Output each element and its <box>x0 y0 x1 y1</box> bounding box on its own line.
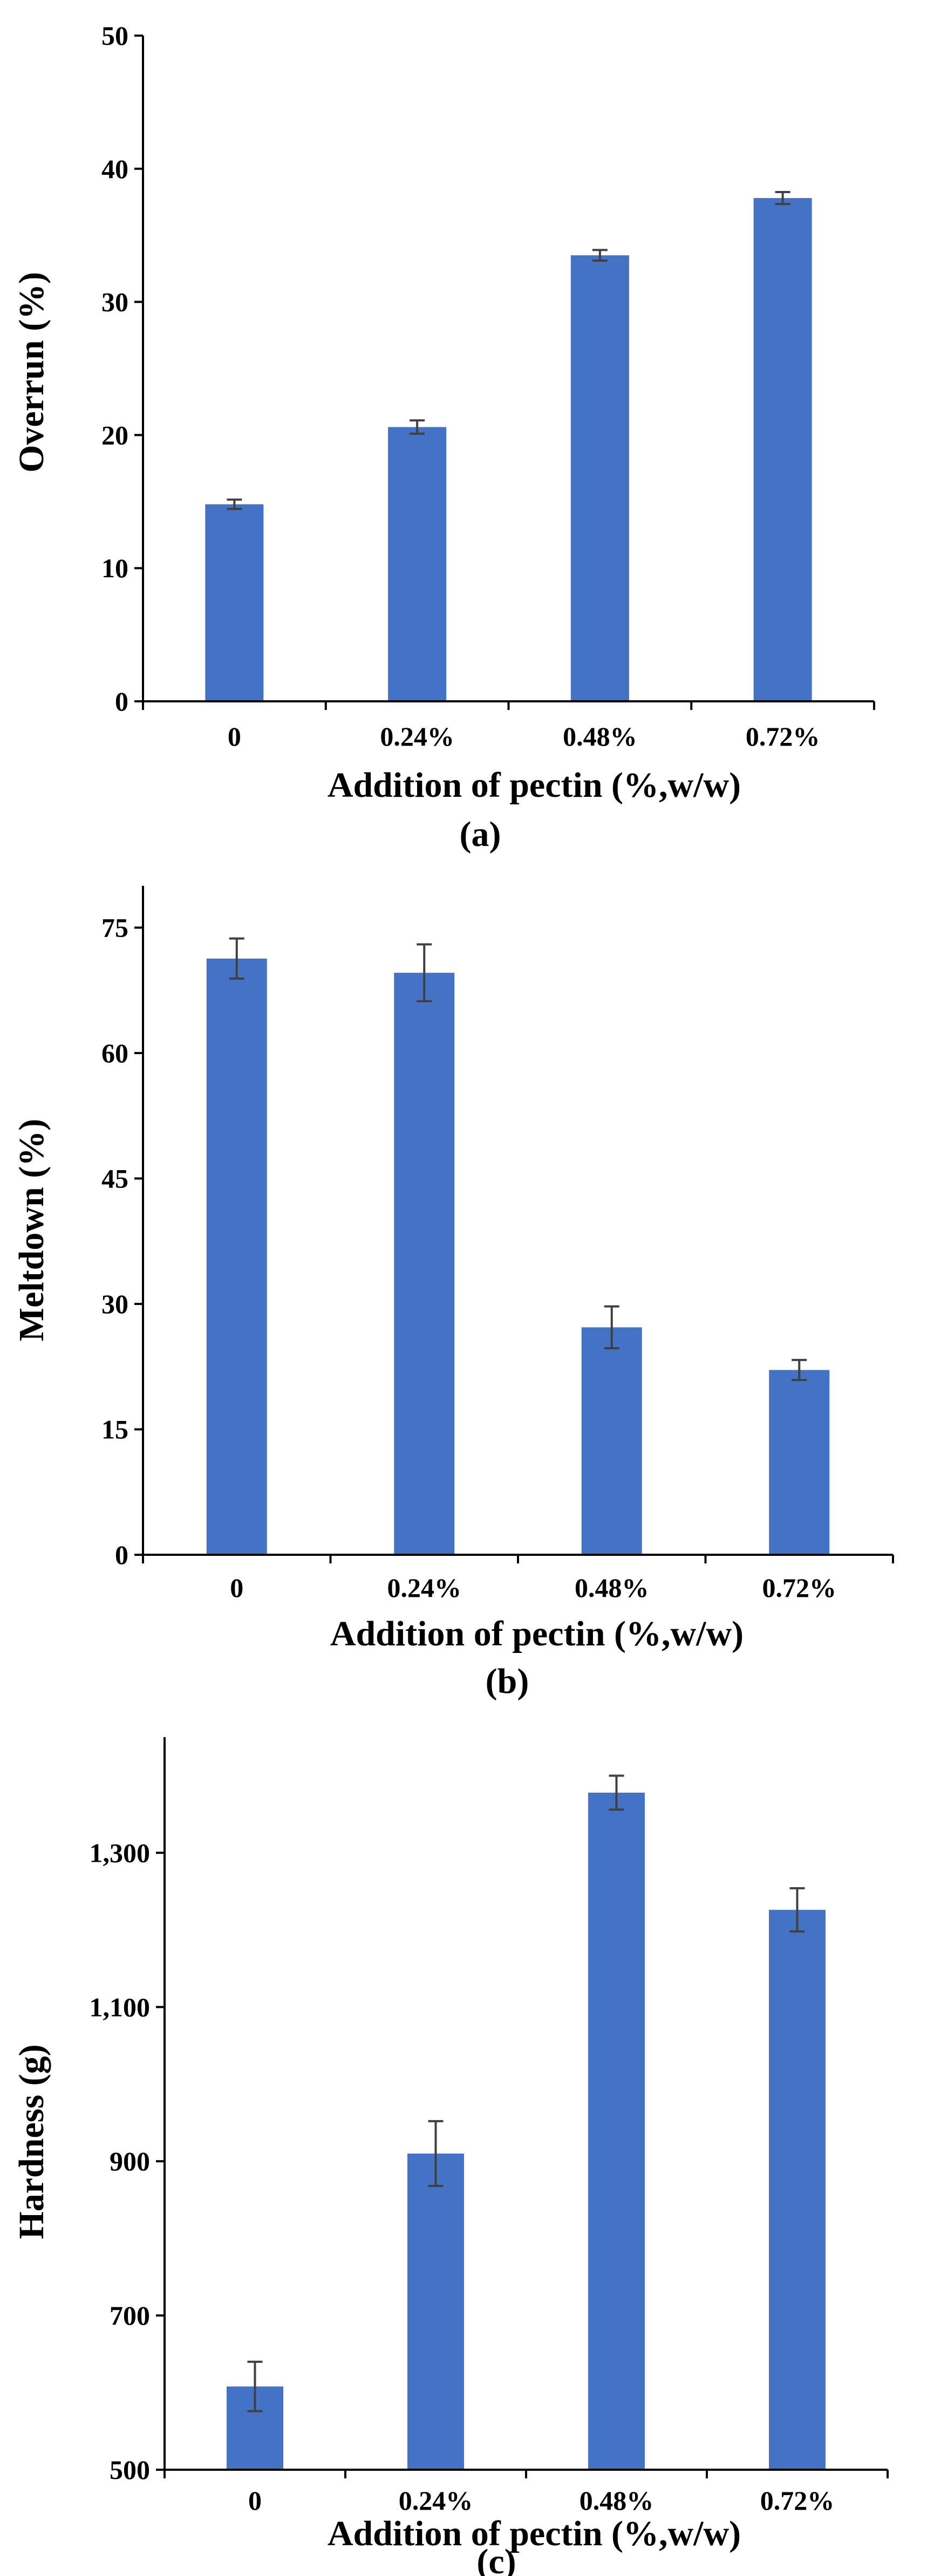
y-tick-label-c: 1,100 <box>90 1992 151 2022</box>
x-tick-label-b-1: 0 <box>230 1573 243 1603</box>
panel-label-a: (a) <box>460 815 501 854</box>
y-tick-label-b: 0 <box>115 1540 128 1570</box>
bar-b-4 <box>769 1370 830 1555</box>
y-tick-label-b: 45 <box>101 1164 128 1194</box>
error-bar-a-4 <box>775 190 790 206</box>
y-ticks-a: 0 10 20 30 40 50 <box>101 21 143 716</box>
y-tick-label-a: 40 <box>101 154 128 184</box>
y-axis-title-b: Meltdown (%) <box>12 1119 51 1341</box>
y-tick-label-c: 500 <box>110 2455 150 2485</box>
x-axis-title-a: Addition of pectin (%,w/w) <box>328 766 741 805</box>
bar-a-2 <box>388 427 447 701</box>
panel-label-c: (c) <box>476 2542 516 2576</box>
error-bar-b-2 <box>417 943 432 1002</box>
y-tick-label-a: 50 <box>101 21 128 51</box>
x-tick-label-a-1: 0 <box>228 721 241 751</box>
x-tick-label-c-3: 0.48% <box>580 2485 654 2516</box>
x-tick-label-b-3: 0.48% <box>575 1573 649 1603</box>
bar-a-4 <box>753 198 812 701</box>
y-tick-label-b: 30 <box>101 1289 128 1319</box>
error-bar-b-4 <box>792 1358 807 1382</box>
x-tick-label-c-2: 0.24% <box>399 2485 473 2516</box>
x-tick-label-b-2: 0.24% <box>387 1573 462 1603</box>
bar-b-1 <box>206 958 267 1555</box>
error-bar-c-4 <box>789 1887 805 1933</box>
x-axis-title-b: Addition of pectin (%,w/w) <box>330 1614 744 1653</box>
y-tick-label-a: 0 <box>115 686 128 716</box>
y-tick-label-b: 60 <box>101 1038 128 1068</box>
error-bar-b-1 <box>229 937 244 980</box>
error-bar-a-3 <box>592 249 608 262</box>
y-tick-label-b: 15 <box>101 1415 128 1445</box>
bar-c-4 <box>769 1910 826 2470</box>
bars-c <box>227 1774 826 2470</box>
y-tick-label-a: 20 <box>101 420 128 450</box>
x-tick-label-c-1: 0 <box>248 2485 262 2516</box>
bar-a-1 <box>205 504 264 701</box>
bar-c-3 <box>588 1792 645 2470</box>
y-tick-label-a: 30 <box>101 287 128 317</box>
bar-b-2 <box>394 973 455 1555</box>
chart-panel-a: Overrun (%) 0 10 20 30 40 50 0 0.24% 0.48% 0.72%… <box>12 21 875 854</box>
y-axis-title-c: Hardness (g) <box>12 2044 51 2239</box>
chart-panel-b: Meltdown (%) 0 15 30 45 60 75 0 0.24% 0.48% 0.72… <box>12 886 894 1701</box>
y-axis-title-a: Overrun (%) <box>12 272 51 473</box>
error-bar-c-1 <box>247 2360 263 2413</box>
y-ticks-b: 0 15 30 45 60 75 <box>101 913 143 1570</box>
bars-b <box>206 937 830 1555</box>
error-bar-a-2 <box>410 419 425 435</box>
error-bar-c-2 <box>428 2120 444 2187</box>
x-axis-title-c: Addition of pectin (%,w/w) <box>328 2514 741 2553</box>
bar-a-3 <box>570 255 629 702</box>
y-tick-label-c: 700 <box>110 2300 150 2331</box>
error-bar-c-3 <box>609 1774 624 1811</box>
x-tick-labels-a: 0 0.24% 0.48% 0.72% <box>142 701 875 751</box>
bars-a <box>205 190 812 702</box>
x-tick-label-c-4: 0.72% <box>760 2485 835 2516</box>
x-tick-labels-c: 0 0.24% 0.48% 0.72% <box>163 2470 889 2516</box>
y-tick-label-c: 900 <box>110 2146 150 2176</box>
y-ticks-c: 500 700 900 1,100 1,300 <box>90 1837 165 2485</box>
panel-label-b: (b) <box>486 1662 529 1701</box>
y-tick-label-c: 1,300 <box>90 1837 151 1868</box>
x-tick-label-a-4: 0.72% <box>746 721 820 751</box>
x-tick-label-a-3: 0.48% <box>563 721 637 751</box>
error-bar-b-3 <box>604 1305 619 1350</box>
x-tick-label-a-2: 0.24% <box>380 721 454 751</box>
bar-c-2 <box>407 2153 464 2470</box>
y-tick-label-b: 75 <box>101 913 128 943</box>
error-bar-a-1 <box>227 498 242 510</box>
x-tick-label-b-4: 0.72% <box>762 1573 837 1603</box>
bar-b-3 <box>581 1327 642 1555</box>
y-tick-label-a: 10 <box>101 553 128 583</box>
x-tick-labels-b: 0 0.24% 0.48% 0.72% <box>142 1555 894 1603</box>
